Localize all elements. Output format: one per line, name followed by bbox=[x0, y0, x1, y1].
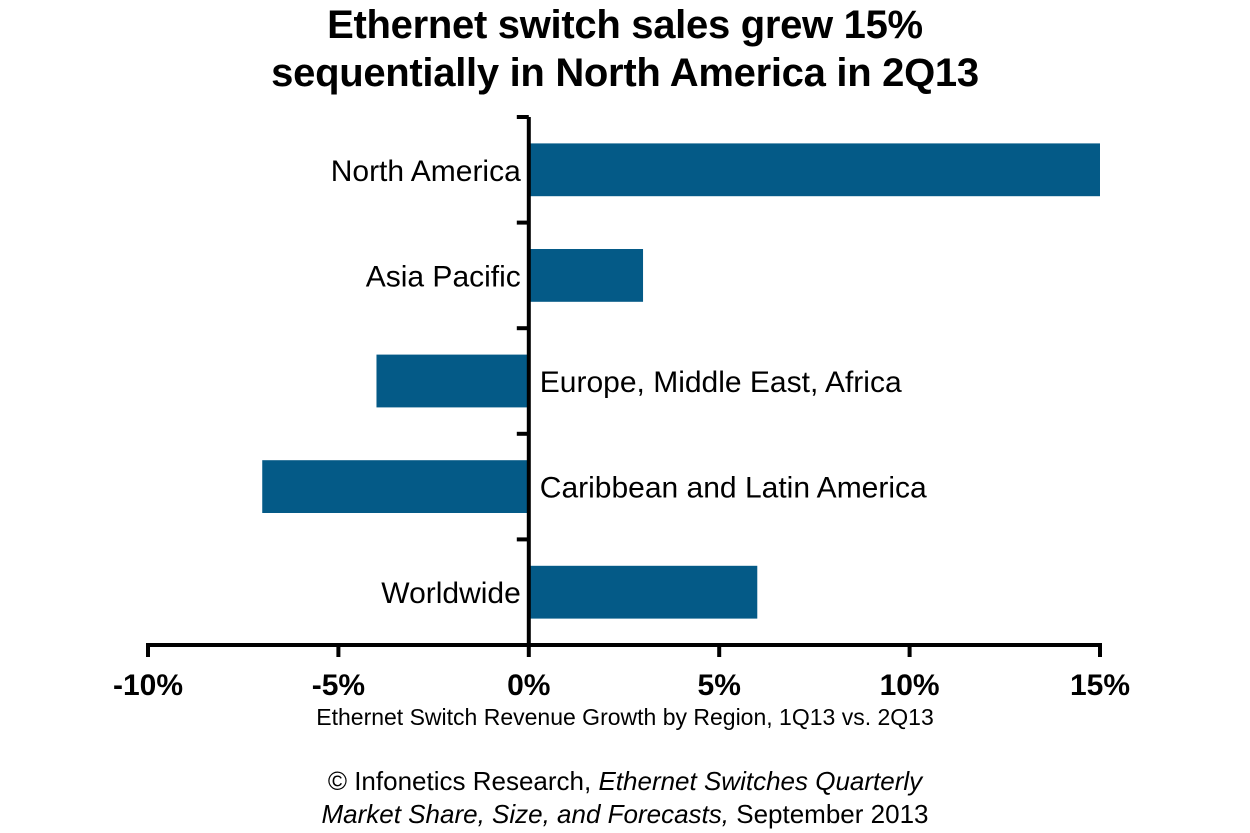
category-label: Worldwide bbox=[381, 577, 521, 610]
x-tick-label: 10% bbox=[880, 669, 940, 702]
category-label: North America bbox=[331, 155, 521, 188]
chart-title-line-2: sequentially in North America in 2Q13 bbox=[271, 51, 979, 95]
x-tick-label: -5% bbox=[312, 669, 365, 702]
category-label: Caribbean and Latin America bbox=[540, 472, 927, 505]
source-report-title-2: Market Share, Size, and Forecasts, bbox=[321, 799, 730, 829]
x-tick-label: 15% bbox=[1070, 669, 1130, 702]
bar bbox=[262, 460, 529, 513]
source-date: September 2013 bbox=[729, 799, 929, 829]
bar bbox=[528, 565, 758, 619]
x-axis-label: Ethernet Switch Revenue Growth by Region… bbox=[316, 704, 934, 730]
category-label: Europe, Middle East, Africa bbox=[540, 366, 902, 399]
bar bbox=[528, 249, 644, 302]
x-tick-label: -10% bbox=[113, 669, 183, 702]
category-label: Asia Pacific bbox=[366, 260, 521, 293]
x-tick-label: 0% bbox=[507, 669, 550, 702]
source-line-1: © Infonetics Research, Ethernet Switches… bbox=[0, 765, 1250, 798]
source-prefix: © Infonetics Research, bbox=[327, 766, 599, 796]
x-tick-label: 5% bbox=[698, 669, 741, 702]
bar bbox=[528, 143, 1100, 197]
source-report-title-1: Ethernet Switches Quarterly bbox=[598, 766, 923, 796]
bar bbox=[376, 354, 529, 408]
chart-title-line-1: Ethernet switch sales grew 15% bbox=[327, 3, 923, 47]
source-line-2: Market Share, Size, and Forecasts, Septe… bbox=[0, 798, 1250, 831]
